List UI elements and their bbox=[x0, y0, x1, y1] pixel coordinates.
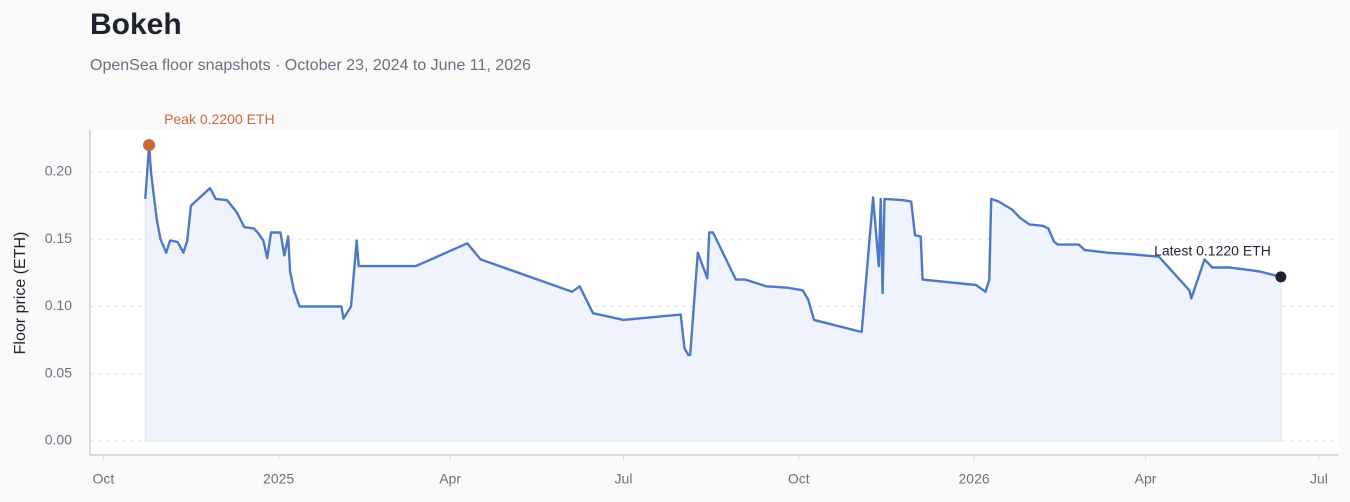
y-tick-label: 0.20 bbox=[45, 163, 72, 179]
peak-marker bbox=[143, 139, 156, 152]
line bbox=[144, 143, 1282, 357]
latest-annotation: Latest 0.1220 ETH bbox=[1154, 243, 1271, 259]
y-tick-label: 0.00 bbox=[45, 432, 72, 448]
x-tick-label: Oct bbox=[92, 471, 114, 487]
y-tick-label: 0.05 bbox=[45, 364, 72, 380]
x-tick-label: Apr bbox=[1135, 471, 1157, 487]
y-axis-label: Floor price (ETH) bbox=[12, 232, 29, 355]
chart-title: Bokeh bbox=[90, 8, 182, 41]
chart-subtitle: OpenSea floor snapshots · October 23, 20… bbox=[90, 57, 531, 74]
peak-annotation: Peak 0.2200 ETH bbox=[164, 111, 275, 127]
x-tick-label: 2026 bbox=[959, 471, 990, 487]
x-tick-label: Jul bbox=[1310, 471, 1328, 487]
x-tick-label: Oct bbox=[788, 471, 810, 487]
latest-marker bbox=[1275, 271, 1287, 283]
y-tick-label: 0.10 bbox=[45, 297, 72, 313]
x-tick-label: 2025 bbox=[263, 471, 294, 487]
x-tick-label: Jul bbox=[615, 471, 633, 487]
x-tick-label: Apr bbox=[439, 471, 461, 487]
y-tick-label: 0.15 bbox=[45, 230, 72, 246]
